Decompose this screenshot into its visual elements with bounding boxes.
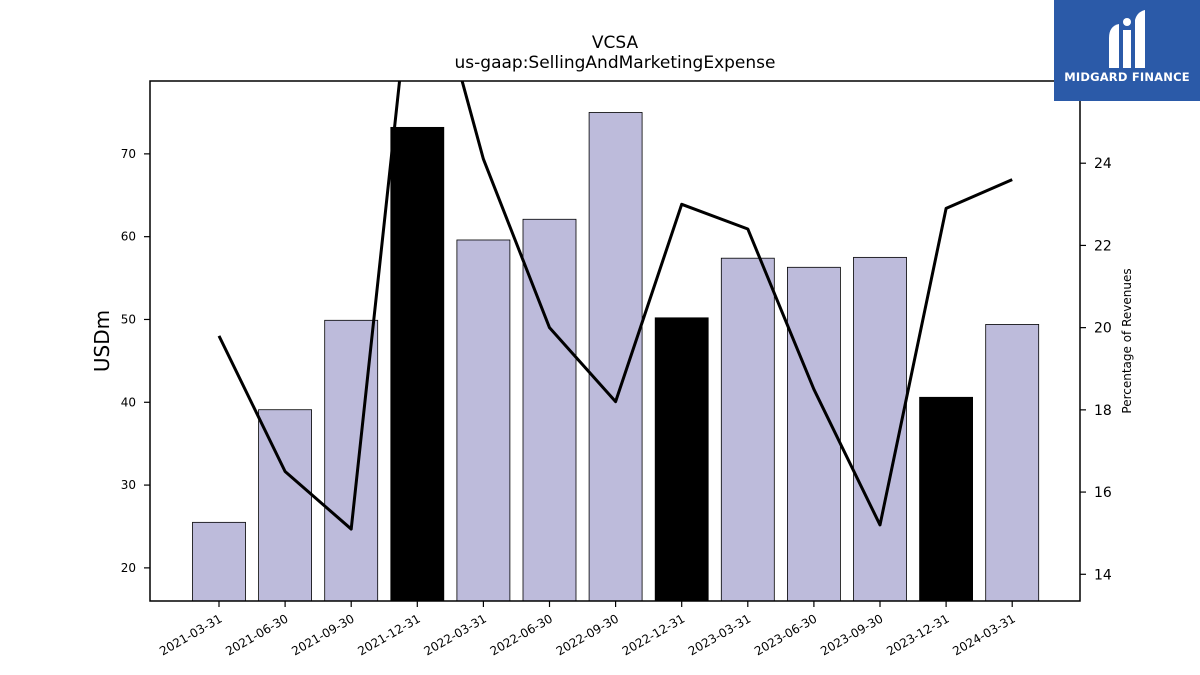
bar bbox=[588, 112, 643, 601]
bar bbox=[192, 521, 246, 601]
y-tick-label: 20 bbox=[121, 561, 136, 575]
y-tick-label: 70 bbox=[121, 147, 136, 161]
y-tick-label: 30 bbox=[121, 478, 136, 492]
y-axis-label: USDm bbox=[90, 310, 114, 372]
x-tick-label: 2022-03-31 bbox=[421, 611, 488, 658]
bar bbox=[985, 324, 1040, 601]
y2-tick-label: 22 bbox=[1094, 238, 1112, 254]
bar bbox=[853, 256, 907, 601]
logo-text: MIDGARD FINANCE bbox=[1064, 70, 1190, 84]
logo-mark-icon bbox=[1109, 10, 1145, 68]
bars-group bbox=[192, 112, 1040, 601]
x-tick-label: 2021-03-31 bbox=[157, 611, 224, 658]
percentage-line bbox=[217, 81, 1013, 531]
x-tick-label: 2022-09-30 bbox=[554, 611, 621, 658]
bar bbox=[919, 396, 973, 601]
y2-tick-label: 16 bbox=[1094, 485, 1112, 501]
y2-tick-label: 24 bbox=[1094, 156, 1112, 172]
y-tick-label: 50 bbox=[121, 312, 136, 326]
brand-logo: MIDGARD FINANCE bbox=[1054, 0, 1200, 101]
y2-tick-label: 18 bbox=[1094, 403, 1112, 419]
y-tick-label: 40 bbox=[121, 395, 136, 409]
y2-tick-label: 20 bbox=[1094, 321, 1112, 337]
x-tick-label: 2021-09-30 bbox=[289, 611, 356, 658]
x-tick-label: 2021-12-31 bbox=[355, 611, 422, 658]
bar bbox=[390, 126, 445, 601]
chart-title: VCSA bbox=[592, 33, 639, 53]
x-tick-label: 2023-06-30 bbox=[752, 611, 819, 658]
bar bbox=[456, 239, 511, 601]
bar bbox=[654, 317, 709, 601]
x-tick-label: 2023-03-31 bbox=[686, 611, 753, 658]
x-tick-label: 2022-12-31 bbox=[620, 611, 687, 658]
line-group bbox=[217, 81, 1013, 531]
x-tick-label: 2023-09-30 bbox=[818, 611, 885, 658]
bar bbox=[720, 257, 775, 601]
y2-axis-label: Percentage of Revenues bbox=[1120, 268, 1134, 413]
x-tick-label: 2023-12-31 bbox=[884, 611, 951, 658]
bar bbox=[258, 409, 313, 601]
chart-subtitle: us-gaap:SellingAndMarketingExpense bbox=[455, 53, 776, 73]
x-tick-label: 2024-03-31 bbox=[950, 611, 1017, 658]
x-tick-label: 2021-06-30 bbox=[223, 611, 290, 658]
y-tick-label: 60 bbox=[121, 230, 136, 244]
bar bbox=[787, 266, 841, 601]
y2-tick-label: 14 bbox=[1094, 567, 1112, 583]
x-tick-label: 2022-06-30 bbox=[488, 611, 555, 658]
